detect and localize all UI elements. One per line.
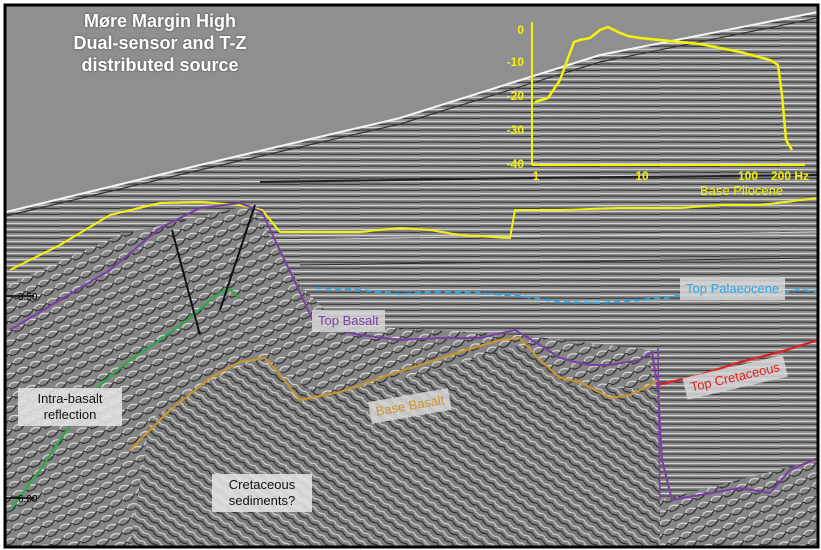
spectrum-y-tick-0: 0 [517,23,524,37]
spectrum-inset: 0 -10 -20 -30 -40 1 10 100 200 Hz [507,22,809,183]
annotation-intra-line-1: Intra-basalt [37,391,103,406]
annotation-cret-line-2: sediments? [228,493,296,508]
label-base-pliocene: Base Pliocene [700,183,784,198]
horizon-top-basalt [9,201,819,502]
fault-line-2 [219,204,256,311]
spectrum-y-tick-1: -10 [507,55,525,69]
horizon-top-palaeocene [314,286,819,305]
horizon-base-pliocene [9,197,819,271]
spectrum-x-tick-0: 1 [533,169,540,183]
spectrum-curve [534,25,794,151]
frame-border [3,3,820,549]
annotation-intra-basalt: Intra-basalt reflection [18,388,122,426]
title-line-2: Dual-sensor and T-Z [73,33,247,53]
annotation-intra-line-2: reflection [43,407,97,422]
depth-label-lower: 6.00 [18,494,38,505]
title-line-3: distributed source [81,55,239,75]
title-line-1: Møre Margin High [84,11,236,31]
spectrum-y-tick-4: -40 [507,157,525,171]
figure-title: Møre Margin High Dual-sensor and T-Z dis… [40,10,280,76]
annotation-cret-line-1: Cretaceous [228,477,296,492]
spectrum-x-tick-1: 10 [635,169,649,183]
annotation-cretaceous-sediments: Cretaceous sediments? [212,474,312,512]
horizon-base-basalt [129,336,659,451]
label-top-palaeocene: Top Palaeocene [680,278,786,300]
intra-basalt-reflector [9,286,241,511]
spectrum-y-tick-3: -30 [507,123,525,137]
depth-label-upper: 3.50 [18,292,38,303]
spectrum-x-tick-3: 200 Hz [771,169,809,183]
spectrum-y-tick-2: -20 [507,89,525,103]
label-top-basalt: Top Basalt [312,310,385,332]
fault-line-1 [171,229,201,336]
spectrum-x-tick-2: 100 [738,169,758,183]
